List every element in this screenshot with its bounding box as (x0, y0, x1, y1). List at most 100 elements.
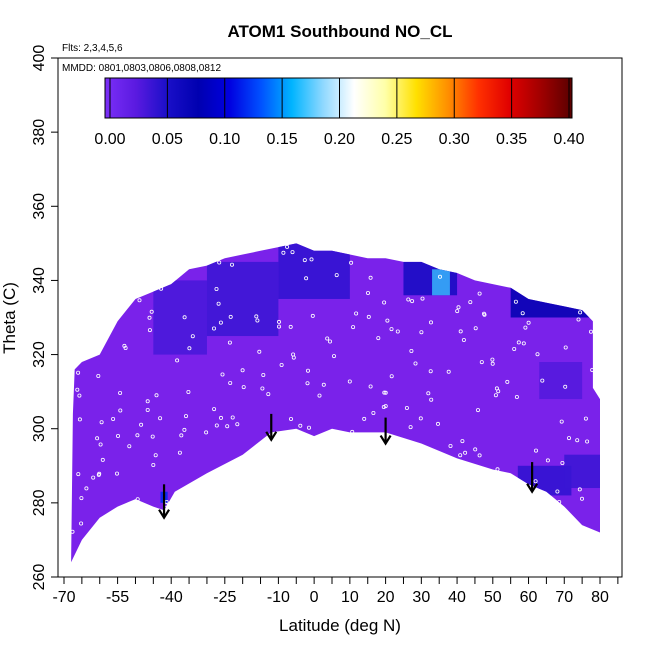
observation-dot (585, 439, 590, 444)
heatmap-cell (206, 261, 279, 337)
observation-dot (257, 349, 262, 354)
observation-dot (468, 300, 473, 305)
observation-dot (406, 297, 411, 302)
colorbar: 0.00 0.05 0.10 0.15 0.20 0.25 0.30 0.35 0.40 (94, 77, 585, 148)
colorbar-frame (104, 77, 573, 119)
arrow-marker (158, 484, 170, 520)
observation-dot (225, 424, 230, 429)
observation-dot (482, 312, 487, 317)
observation-dot (420, 296, 425, 301)
observation-dot (456, 305, 461, 310)
colorbar-tick-label: 0.10 (209, 131, 240, 148)
observation-dot (589, 329, 594, 334)
observation-dot (118, 408, 123, 413)
observation-dot (147, 315, 152, 320)
observation-dot (350, 429, 355, 434)
flights-note: Flts: 2,3,4,5,6 (62, 43, 123, 54)
observation-dot (187, 346, 192, 351)
observation-dot (555, 489, 560, 494)
observation-dot (241, 385, 246, 390)
arrow-marker (379, 417, 392, 446)
observation-dot (376, 336, 381, 341)
y-tick-label: 380 (31, 119, 48, 146)
y-tick-label: 280 (31, 489, 48, 516)
arrow-marker (265, 413, 278, 442)
observation-dot (260, 386, 265, 391)
arrow-markers (158, 413, 539, 520)
observation-dot (214, 286, 219, 291)
observation-dot (458, 453, 463, 458)
observation-dot (429, 397, 434, 402)
observation-dot (331, 354, 336, 359)
observation-dot (382, 390, 387, 395)
observation-dot (216, 301, 221, 306)
observation-dot (227, 340, 232, 345)
observation-dot (254, 314, 259, 319)
observation-dot (135, 497, 140, 502)
arrow-head (265, 431, 278, 442)
colorbar-tick-label: 0.05 (152, 131, 183, 148)
colorbar-labels: 0.00 0.05 0.10 0.15 0.20 0.25 0.30 0.35 0.40 (94, 131, 584, 148)
observation-dot (291, 355, 296, 360)
colorbar-tick-label: 0.25 (381, 131, 412, 148)
observation-dot (235, 422, 240, 427)
observation-dot (76, 370, 81, 375)
observation-dot (505, 379, 510, 384)
observation-dot (413, 361, 418, 366)
observation-dot (288, 324, 293, 329)
observation-dot (211, 326, 216, 331)
heatmap-cell (539, 361, 583, 400)
x-tick-label: 40 (448, 589, 466, 606)
observation-dot (77, 417, 82, 422)
observation-dot (99, 420, 104, 425)
observation-dot (448, 443, 453, 448)
observation-dot (435, 421, 440, 426)
observation-dot (228, 314, 233, 319)
observation-dot (220, 372, 225, 377)
observation-dot (583, 416, 588, 421)
x-tick-label: 50 (484, 589, 502, 606)
observation-dot (428, 369, 433, 374)
y-axis: 260 280 300 320 340 360 380 400 (31, 45, 58, 590)
observation-dot (266, 392, 271, 397)
x-tick-label: 70 (555, 589, 573, 606)
observation-dot (446, 369, 451, 374)
observation-dot (98, 442, 103, 447)
observation-dot (590, 367, 595, 372)
observation-dot (368, 275, 373, 280)
observation-dot (490, 361, 495, 366)
observation-dot (325, 336, 330, 341)
observation-dot (145, 407, 150, 412)
observation-dot (229, 262, 234, 267)
observation-dot (371, 410, 376, 415)
observation-dot (383, 404, 388, 409)
observation-dot (91, 475, 96, 480)
colorbar-tick-label: 0.15 (267, 131, 298, 148)
observation-dot (404, 405, 409, 410)
observation-dot (159, 286, 164, 291)
arrow-head (526, 483, 539, 494)
y-tick-label: 300 (31, 415, 48, 442)
observation-dot (382, 300, 387, 305)
observation-dot (76, 472, 81, 477)
observation-dot (389, 327, 394, 332)
observation-dots (70, 244, 595, 534)
x-tick-label: -70 (52, 589, 75, 606)
observation-dot (79, 521, 84, 526)
x-tick-label: -55 (106, 589, 129, 606)
y-tick-label: 340 (31, 267, 48, 294)
observation-dot (410, 299, 415, 304)
y-tick-label: 320 (31, 341, 48, 368)
observation-dot (563, 384, 568, 389)
observation-dot (513, 299, 518, 304)
observation-dot (389, 374, 394, 379)
observation-dot (559, 419, 564, 424)
observation-dot (576, 317, 581, 322)
observation-dot (512, 346, 517, 351)
heatmap-cell (153, 280, 207, 355)
observation-dot (395, 329, 400, 334)
observation-dot (212, 407, 217, 412)
observation-dot (419, 330, 424, 335)
observation-dot (145, 399, 150, 404)
